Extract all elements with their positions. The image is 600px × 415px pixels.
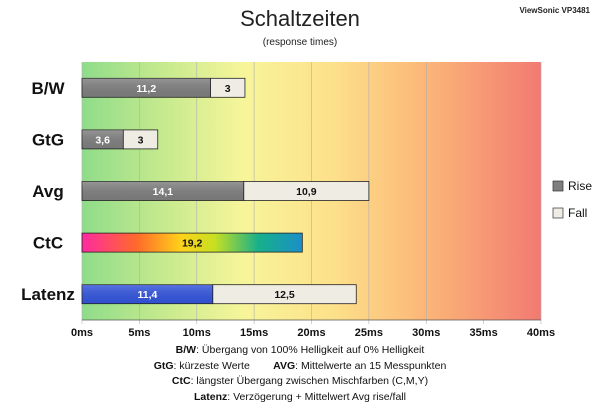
chart-subtitle: (response times)	[262, 37, 338, 48]
footnotes: B/W: Übergang von 100% Helligkeit auf 0%…	[0, 343, 600, 405]
response-time-chart: 0ms 5ms 10ms 15ms 20ms 25ms 30ms 35ms 40ms B/W Gt…	[21, 62, 592, 339]
footnote-gtg-avg: GtG: kürzeste Werte AVG: Mittelwerte an …	[153, 359, 447, 372]
bar-value-label: 11,4	[137, 289, 157, 301]
legend-label-fall: Fall	[568, 206, 587, 220]
bar-fall	[212, 284, 357, 305]
bar-value-label: 10,9	[296, 186, 317, 198]
x-tick-label: 40ms	[527, 327, 555, 339]
legend-label-rise: Rise	[568, 179, 592, 193]
footnote-ctc: CtC: längster Übergang zwischen Mischfar…	[171, 375, 429, 387]
x-tick-label: 20ms	[297, 327, 325, 339]
bar-ctc	[81, 232, 303, 253]
bar-rise-shade	[82, 78, 211, 98]
x-tick-label: 35ms	[470, 327, 498, 339]
chart-title: Schaltzeiten	[240, 6, 360, 31]
bar-rise-shade	[82, 181, 244, 201]
bar-value-label: 19,2	[182, 238, 203, 250]
bar-rise-shade	[82, 284, 213, 304]
legend-swatch-fall	[552, 207, 564, 219]
bar-fall	[243, 181, 370, 201]
x-tick-label: 0ms	[71, 327, 93, 339]
bar-value-label: 14,1	[153, 186, 174, 198]
category-label: B/W	[31, 79, 65, 98]
category-label: GtG	[32, 130, 64, 149]
bars: 11,2 3 3,6 3 14,1 10,9 19,2 11,4 12,5	[81, 77, 370, 305]
x-tick-label: 15ms	[240, 327, 268, 339]
category-label: CtC	[33, 234, 63, 253]
bar-value-label: 12,5	[274, 289, 295, 301]
x-tick-label: 30ms	[412, 327, 440, 339]
x-tick-label: 5ms	[128, 327, 150, 339]
category-label: Latenz	[21, 285, 75, 304]
legend: Rise Fall	[552, 179, 592, 220]
footnote-latenz: Latenz: Verzögerung + Mittelwert Avg ris…	[194, 390, 406, 403]
x-tick-label: 25ms	[355, 327, 383, 339]
category-label: Avg	[32, 182, 64, 201]
x-axis-ticks: 0ms 5ms 10ms 15ms 20ms 25ms 30ms 35ms 40ms	[71, 327, 555, 339]
bar-rise-shade	[82, 129, 124, 149]
bar-value-label: 11,2	[136, 83, 156, 95]
legend-swatch-rise	[552, 180, 564, 192]
bar-value-label: 3	[138, 134, 144, 146]
footnote-bw: B/W: Übergang von 100% Helligkeit auf 0%…	[175, 344, 425, 356]
bar-value-label: 3	[225, 83, 231, 95]
monitor-model-label: ViewSonic VP3481	[519, 6, 590, 15]
bar-fall	[122, 129, 159, 150]
bar-fall	[210, 77, 246, 98]
category-labels: B/W GtG Avg CtC Latenz	[21, 79, 75, 304]
x-tick-label: 10ms	[183, 327, 211, 339]
bar-value-label: 3,6	[95, 134, 110, 146]
